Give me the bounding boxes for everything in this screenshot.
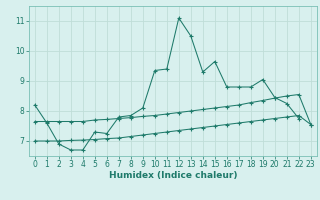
X-axis label: Humidex (Indice chaleur): Humidex (Indice chaleur)	[108, 171, 237, 180]
